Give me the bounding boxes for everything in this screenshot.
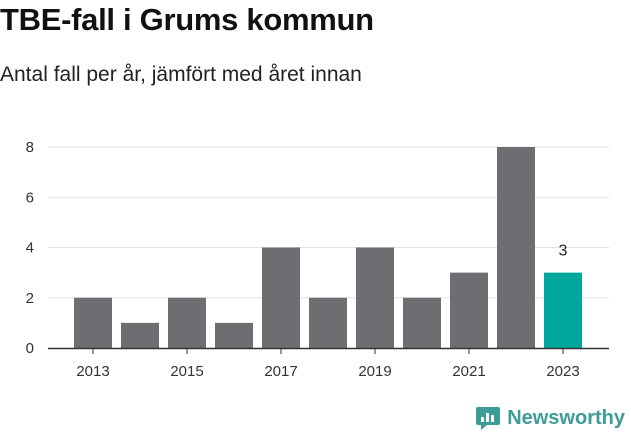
bar-2015 <box>168 297 206 348</box>
x-tick-label: 2017 <box>264 363 297 380</box>
bar-2014 <box>121 322 159 348</box>
bar-2016 <box>215 322 253 348</box>
x-tick-label: 2013 <box>76 363 109 380</box>
highlight-value-label: 3 <box>559 243 568 260</box>
y-tick-label: 0 <box>26 340 34 357</box>
bar-2023 <box>544 272 582 348</box>
bar-2020 <box>403 297 441 348</box>
bar-2019 <box>356 247 394 348</box>
newsworthy-brand-name: Newsworthy <box>507 406 625 429</box>
bar-2021 <box>450 272 488 348</box>
x-tick-label: 2015 <box>170 363 203 380</box>
chart-subtitle: Antal fall per år, jämfört med året inna… <box>0 63 362 86</box>
newsworthy-logo-icon <box>476 407 501 430</box>
y-tick-label: 2 <box>26 290 34 307</box>
y-tick-label: 4 <box>26 240 34 257</box>
x-tick-label: 2023 <box>546 363 579 380</box>
y-tick-label: 8 <box>26 139 34 156</box>
x-tick-label: 2021 <box>452 363 485 380</box>
bar-2022 <box>497 147 535 348</box>
chart-title: TBE-fall i Grums kommun <box>0 2 374 37</box>
bar-2017 <box>262 247 300 348</box>
x-tick-label: 2019 <box>358 363 391 380</box>
y-tick-label: 6 <box>26 189 34 206</box>
newsworthy-brand: Newsworthy <box>475 405 625 431</box>
bar-2018 <box>309 297 347 348</box>
bar-2013 <box>74 297 112 348</box>
